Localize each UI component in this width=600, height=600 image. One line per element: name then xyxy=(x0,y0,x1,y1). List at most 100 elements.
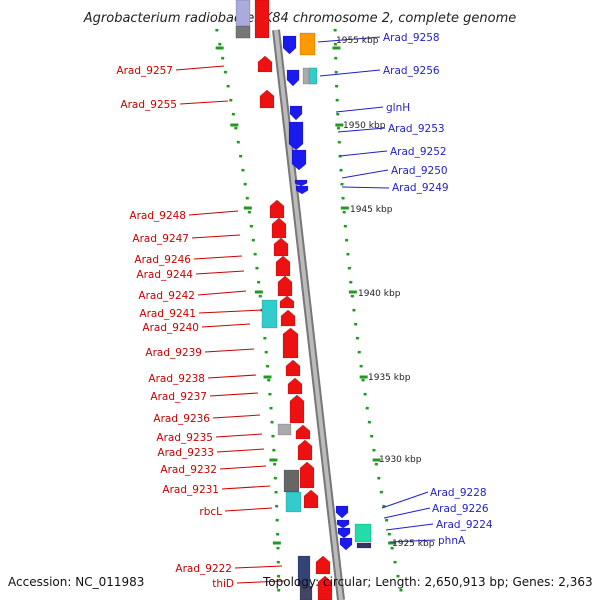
gene-label-arad-9231[interactable]: Arad_9231 xyxy=(162,484,219,496)
gene-label-arad-9250[interactable]: Arad_9250 xyxy=(391,165,448,177)
gene-label-arad-9240[interactable]: Arad_9240 xyxy=(142,322,199,334)
gene-label-arad-9244[interactable]: Arad_9244 xyxy=(136,269,193,281)
gene-label-arad-9258[interactable]: Arad_9258 xyxy=(383,32,440,44)
gene-label-arad-9235[interactable]: Arad_9235 xyxy=(156,432,213,444)
left-connector-9 xyxy=(204,348,255,353)
reverse-gene-1[interactable] xyxy=(286,69,300,87)
gene-feature-thid[interactable] xyxy=(299,585,313,600)
gene-label-arad-9256[interactable]: Arad_9256 xyxy=(383,65,440,77)
gene-label-arad-9228[interactable]: Arad_9228 xyxy=(430,487,487,499)
genome-backbone xyxy=(272,29,345,600)
forward-gene-16[interactable] xyxy=(303,489,319,509)
reverse-gene-5[interactable] xyxy=(294,179,308,187)
reverse-gene-10[interactable] xyxy=(339,537,353,551)
forward-gene-15[interactable] xyxy=(299,461,315,489)
left-connector-19 xyxy=(236,580,285,584)
right-connector-8 xyxy=(383,507,431,519)
gene-label-phna[interactable]: phnA xyxy=(438,535,466,547)
reverse-gene-0[interactable] xyxy=(282,35,297,55)
forward-gene-1[interactable] xyxy=(259,89,275,109)
gene-label-arad-9239[interactable]: Arad_9239 xyxy=(145,347,202,359)
left-connector-2 xyxy=(188,210,239,216)
gene-label-arad-9232[interactable]: Arad_9232 xyxy=(160,464,217,476)
forward-gene-13[interactable] xyxy=(295,424,311,440)
forward-gene-2[interactable] xyxy=(269,199,285,219)
forward-gene-4[interactable] xyxy=(273,237,289,257)
gene-partial-top-grey[interactable] xyxy=(235,25,251,39)
gene-label-arad-9252[interactable]: Arad_9252 xyxy=(390,146,447,158)
right-connector-4 xyxy=(339,150,388,157)
label-connectors xyxy=(175,36,436,584)
gene-feature-top-red[interactable] xyxy=(254,0,270,39)
gene-feature-arad-9231-dark[interactable] xyxy=(283,469,300,493)
forward-gene-18[interactable] xyxy=(317,575,333,600)
gene-feature-rbcl[interactable] xyxy=(285,491,302,513)
right-connector-3 xyxy=(337,127,386,133)
gene-label-arad-9236[interactable]: Arad_9236 xyxy=(153,413,210,425)
gene-label-arad-9257[interactable]: Arad_9257 xyxy=(116,65,173,77)
left-connector-17 xyxy=(224,507,273,512)
reverse-gene-2[interactable] xyxy=(289,105,303,121)
map-title: Agrobacterium radiobacter K84 chromosome… xyxy=(83,11,516,26)
accession-text: Accession: NC_011983 xyxy=(8,575,144,589)
gene-label-arad-9255[interactable]: Arad_9255 xyxy=(120,99,177,111)
reverse-gene-4[interactable] xyxy=(291,149,307,171)
gene-label-glnh[interactable]: glnH xyxy=(386,102,410,114)
reverse-gene-8[interactable] xyxy=(336,519,350,529)
left-gene-labels: Arad_9257 Arad_9255 Arad_9248 Arad_9247 … xyxy=(116,65,234,590)
forward-gene-7[interactable] xyxy=(279,295,295,309)
gene-label-arad-9247[interactable]: Arad_9247 xyxy=(132,233,189,245)
gene-label-arad-9233[interactable]: Arad_9233 xyxy=(157,447,214,459)
forward-gene-3[interactable] xyxy=(271,217,287,239)
kbp-label-1945: 1945 kbp xyxy=(350,205,393,215)
genome-summary-text: Topology: circular; Length: 2,650,913 bp… xyxy=(262,575,593,589)
right-gene-labels: Arad_9258 Arad_9256 glnH Arad_9253 Arad_… xyxy=(383,32,493,547)
gene-label-arad-9222[interactable]: Arad_9222 xyxy=(175,563,232,575)
forward-gene-14[interactable] xyxy=(297,439,313,461)
kbp-label-1950: 1950 kbp xyxy=(343,121,386,131)
forward-gene-10[interactable] xyxy=(285,359,301,377)
gene-label-arad-9253[interactable]: Arad_9253 xyxy=(388,123,445,135)
reverse-gene-3[interactable] xyxy=(288,121,304,151)
gene-label-thid[interactable]: thiD xyxy=(212,578,234,590)
reverse-gene-6[interactable] xyxy=(295,185,309,195)
forward-gene-6[interactable] xyxy=(277,275,293,297)
forward-gene-9[interactable] xyxy=(282,327,299,359)
forward-gene-5[interactable] xyxy=(275,255,291,277)
gene-features xyxy=(235,0,372,600)
kbp-label-1955: 1955 kbp xyxy=(336,36,379,46)
gene-label-arad-9238[interactable]: Arad_9238 xyxy=(148,373,205,385)
left-connector-0 xyxy=(175,65,225,71)
gene-label-arad-9224[interactable]: Arad_9224 xyxy=(436,519,493,531)
gene-feature-phna-bar[interactable] xyxy=(356,542,372,549)
left-connector-4 xyxy=(193,255,243,260)
gene-label-arad-9226[interactable]: Arad_9226 xyxy=(432,503,489,515)
right-connector-6 xyxy=(341,186,390,189)
rna-gene-arad-9241[interactable] xyxy=(261,299,278,329)
kbp-label-1940: 1940 kbp xyxy=(358,289,401,299)
gene-label-arad-9242[interactable]: Arad_9242 xyxy=(138,290,195,302)
reverse-gene-7[interactable] xyxy=(335,505,349,519)
gene-label-arad-9248[interactable]: Arad_9248 xyxy=(129,210,186,222)
gene-feature-arad-9256-rna[interactable] xyxy=(308,67,318,85)
left-connector-16 xyxy=(221,485,271,490)
left-connector-6 xyxy=(197,290,247,296)
left-connector-3 xyxy=(191,234,241,239)
gene-label-arad-9237[interactable]: Arad_9237 xyxy=(150,391,207,403)
forward-gene-0[interactable] xyxy=(257,55,273,73)
left-connector-13 xyxy=(215,433,263,438)
gene-label-arad-9249[interactable]: Arad_9249 xyxy=(392,182,449,194)
gene-feature-arad-9224[interactable] xyxy=(354,523,372,543)
gene-label-arad-9246[interactable]: Arad_9246 xyxy=(134,254,191,266)
forward-gene-8[interactable] xyxy=(280,309,296,327)
gene-label-arad-9241[interactable]: Arad_9241 xyxy=(139,308,196,320)
reverse-gene-9[interactable] xyxy=(337,527,351,539)
gene-feature-arad-9258[interactable] xyxy=(299,32,316,56)
gene-feature-arad-9236[interactable] xyxy=(277,423,292,436)
right-connector-7 xyxy=(381,491,429,509)
forward-gene-17[interactable] xyxy=(315,555,331,575)
gene-label-rbcl[interactable]: rbcL xyxy=(199,506,222,518)
forward-gene-12[interactable] xyxy=(289,394,305,424)
forward-gene-11[interactable] xyxy=(287,377,303,395)
